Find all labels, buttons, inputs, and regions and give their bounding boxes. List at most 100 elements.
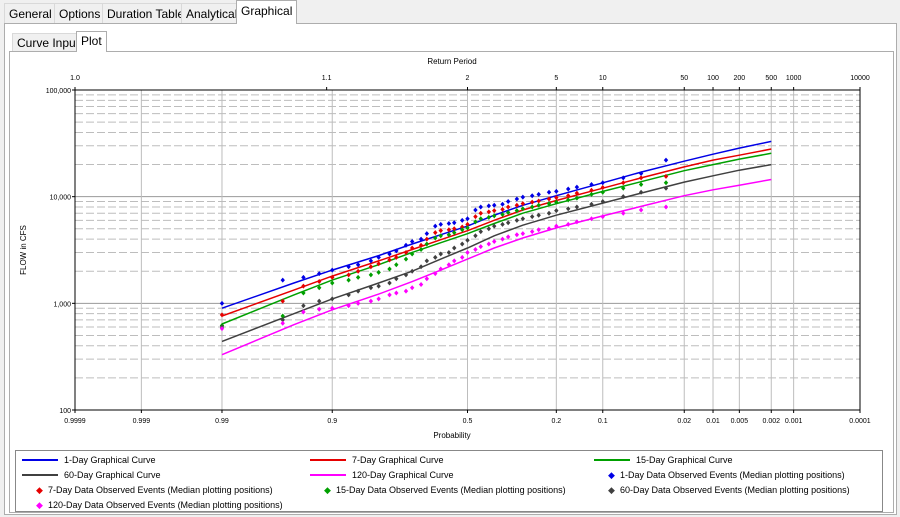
120-day-observed-point (486, 241, 492, 247)
1-day-observed-point (473, 207, 478, 213)
7-day-observed-point (387, 257, 392, 263)
60-day-observed-point (433, 254, 438, 260)
7-day-observed-point (330, 274, 335, 280)
7-day-graphical-curve (221, 148, 772, 317)
observed-points-layer (219, 157, 669, 332)
x-tick-label: 0.0001 (849, 418, 871, 425)
legend-label: 15-Day Graphical Curve (636, 455, 733, 465)
7-day-observed-point (409, 245, 415, 251)
1-day-observed-point (346, 264, 351, 270)
x-tick-label: 0.001 (785, 418, 803, 425)
legend-diamond-marker: ◆ (608, 485, 615, 495)
120-day-observed-point (478, 244, 483, 250)
60-day-observed-point (376, 283, 381, 289)
legend-label: 60-Day Data Observed Events (Median plot… (620, 485, 850, 495)
60-day-observed-point (574, 204, 580, 210)
120-day-observed-point (280, 320, 285, 326)
legend-label: 7-Day Data Observed Events (Median plott… (48, 485, 273, 495)
top-tick-label: 1.0 (70, 75, 80, 82)
tab-options[interactable]: Options (54, 3, 106, 23)
1-day-observed-point (465, 216, 470, 222)
7-day-observed-point (554, 195, 559, 201)
x-tick-label: 0.002 (762, 418, 780, 425)
60-day-observed-point (394, 276, 399, 282)
top-tick-label: 5 (554, 75, 558, 82)
60-day-observed-point (566, 206, 571, 212)
plot-panel (9, 51, 894, 513)
7-day-observed-point (663, 173, 669, 179)
1-day-observed-point (394, 248, 399, 254)
120-day-graphical-curve (221, 178, 772, 356)
15-day-observed-point (486, 214, 492, 220)
120-day-observed-point (536, 227, 541, 233)
15-day-graphical-curve (221, 152, 772, 325)
legend-label: 120-Day Data Observed Events (Median plo… (48, 500, 283, 510)
60-day-observed-point (600, 199, 605, 205)
60-day-observed-point (418, 264, 424, 270)
60-day-observed-point (330, 296, 335, 302)
60-day-observed-point (492, 223, 497, 229)
1-day-observed-point (546, 189, 552, 195)
tab-duration-table[interactable]: Duration Table (102, 3, 190, 23)
y-tick-label: 100,000 (46, 88, 71, 95)
120-day-observed-point (438, 266, 443, 272)
120-day-observed-point (500, 236, 505, 242)
15-day-observed-point (438, 233, 443, 239)
120-day-observed-point (473, 246, 478, 252)
1-day-observed-point (589, 182, 594, 188)
15-day-observed-point (460, 227, 465, 233)
legend-diamond-marker: ◆ (608, 470, 615, 480)
7-day-observed-point (529, 199, 535, 205)
120-day-observed-point (460, 254, 465, 260)
y-axis-label: FLOW in CFS (19, 225, 28, 275)
1-day-observed-point (219, 300, 225, 306)
1-day-observed-point (460, 217, 465, 223)
legend-label: 7-Day Graphical Curve (352, 455, 444, 465)
1-day-observed-point (403, 242, 409, 248)
1-day-observed-point (505, 199, 511, 205)
subtab-curve-input[interactable]: Curve Input (12, 33, 85, 52)
1-day-observed-point (301, 274, 306, 280)
60-day-observed-point (452, 245, 457, 251)
1-day-observed-point (520, 194, 526, 200)
120-day-observed-point (465, 249, 470, 255)
1-day-observed-point (486, 203, 492, 209)
15-day-observed-point (446, 232, 452, 238)
15-day-observed-point (566, 197, 571, 203)
120-day-observed-point (638, 207, 644, 213)
1-day-observed-point (418, 236, 424, 242)
legend-diamond-marker: ◆ (324, 485, 331, 495)
60-day-observed-point (500, 221, 505, 227)
tab-graphical[interactable]: Graphical (236, 0, 298, 24)
15-day-observed-point (589, 191, 594, 197)
7-day-observed-point (280, 298, 285, 304)
x-tick-label: 0.005 (731, 418, 749, 425)
120-day-observed-point (574, 219, 580, 225)
chart-grid (74, 90, 861, 410)
120-day-observed-point (546, 226, 552, 232)
legend-diamond-marker: ◆ (36, 500, 43, 510)
15-day-observed-point (520, 206, 526, 212)
15-day-observed-point (346, 277, 351, 283)
1-day-graphical-curve (221, 140, 772, 309)
60-day-observed-point (424, 258, 430, 264)
y-tick-label: 1,000 (53, 301, 71, 308)
top-tick-label: 200 (734, 75, 746, 82)
60-day-observed-point (520, 216, 526, 222)
60-day-observed-point (638, 189, 644, 195)
7-day-observed-point (500, 206, 505, 212)
1-day-observed-point (387, 251, 392, 257)
15-day-observed-point (663, 180, 669, 186)
tab-analytical[interactable]: Analytical (181, 3, 243, 23)
60-day-observed-point (478, 229, 483, 235)
1-day-observed-point (492, 202, 497, 208)
subtab-plot[interactable]: Plot (76, 31, 107, 52)
7-day-observed-point (452, 226, 457, 232)
1-day-observed-point (574, 184, 580, 190)
7-day-observed-point (424, 236, 430, 242)
60-day-observed-point (301, 303, 306, 309)
120-day-observed-point (418, 282, 424, 288)
1-day-observed-point (409, 238, 415, 244)
7-day-observed-point (376, 261, 381, 267)
15-day-observed-point (409, 251, 415, 257)
